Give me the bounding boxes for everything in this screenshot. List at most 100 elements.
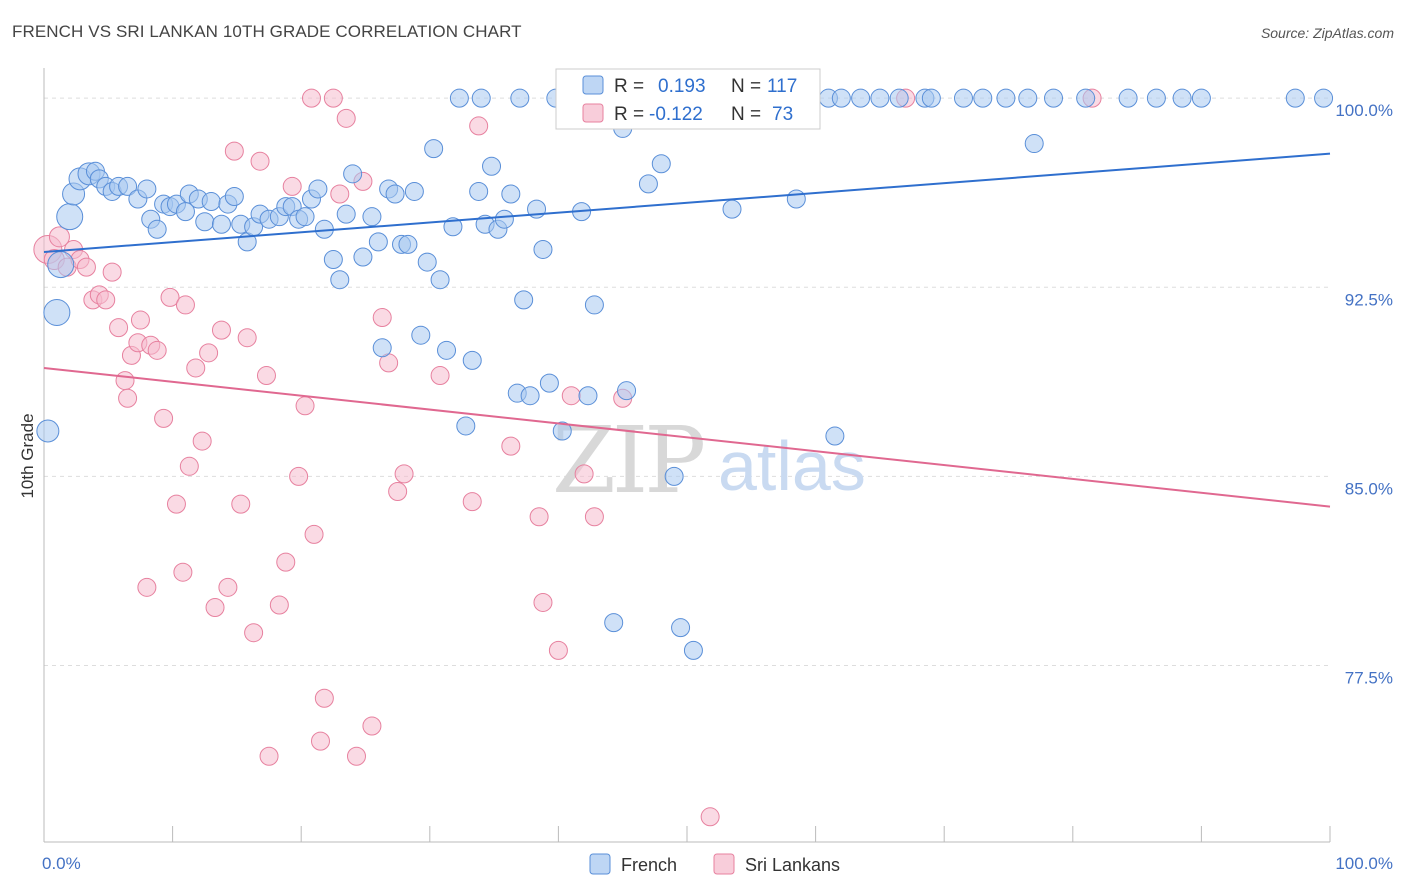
srilankan-point — [462, 492, 482, 512]
french-point — [1018, 88, 1038, 108]
french-point — [372, 338, 392, 358]
french-point — [411, 325, 431, 345]
french-point — [430, 270, 450, 290]
french-point — [578, 386, 598, 406]
french-point — [443, 217, 463, 237]
french-point — [469, 181, 489, 201]
srilankan-point — [314, 688, 334, 708]
chart-source: Source: ZipAtlas.com — [1260, 25, 1394, 41]
srilankan-point — [548, 640, 568, 660]
srilankan-point — [244, 623, 264, 643]
french-point — [1118, 88, 1138, 108]
srilankan-point — [533, 592, 553, 612]
legend-top: R = 0.193 N = 117 R = -0.122 N = 73 — [555, 68, 821, 130]
french-point — [449, 88, 469, 108]
legend-french-r-value: 0.193 — [658, 76, 706, 97]
tick-labels: 100.0% 92.5% 85.0% 77.5% 0.0% 100.0% — [42, 101, 1393, 873]
french-point — [683, 640, 703, 660]
legend-bottom-french: French — [621, 855, 677, 875]
srilankan-point — [276, 552, 296, 572]
srilankan-point — [259, 746, 279, 766]
french-point — [336, 204, 356, 224]
srilankan-point — [211, 320, 231, 340]
french-point — [456, 416, 476, 436]
legend-srilankan-r-label: R = — [614, 104, 644, 125]
srilankan-point — [130, 310, 150, 330]
french-point — [671, 618, 691, 638]
french-point — [510, 88, 530, 108]
srilankan-point — [237, 328, 257, 348]
french-point — [1044, 88, 1064, 108]
srilankan-point — [282, 176, 302, 196]
french-point — [870, 88, 890, 108]
x-tick-label: 100.0% — [1335, 854, 1393, 873]
french-point — [953, 88, 973, 108]
srilankan-point — [224, 141, 244, 161]
srilankan-point — [166, 494, 186, 514]
french-point — [43, 298, 71, 326]
series-sri-lankans — [33, 88, 1102, 827]
srilankan-point — [304, 524, 324, 544]
srilankan-point — [115, 371, 135, 391]
srilankan-point — [175, 295, 195, 315]
french-point — [424, 139, 444, 159]
french-point — [889, 88, 909, 108]
french-point — [482, 156, 502, 176]
french-point — [462, 350, 482, 370]
legend-bottom: French Sri Lankans — [589, 853, 840, 875]
french-point — [330, 270, 350, 290]
french-point — [471, 88, 491, 108]
legend-bottom-french-swatch — [589, 853, 611, 875]
french-point — [417, 252, 437, 272]
srilankan-trend-line — [43, 366, 1331, 508]
french-point — [584, 295, 604, 315]
french-point — [851, 88, 871, 108]
srilankan-point — [250, 151, 270, 171]
french-point — [56, 203, 84, 231]
french-point — [398, 234, 418, 254]
french-point — [539, 373, 559, 393]
watermark: ZIP atlas — [552, 407, 866, 514]
srilankan-point — [430, 366, 450, 386]
french-point — [552, 421, 572, 441]
srilankan-point — [336, 108, 356, 128]
srilankan-point — [173, 562, 193, 582]
y-tick-label: 77.5% — [1345, 668, 1393, 687]
y-axis-label: 10th Grade — [18, 413, 37, 498]
french-point — [831, 88, 851, 108]
french-point — [533, 239, 553, 259]
y-tick-label: 100.0% — [1335, 101, 1393, 120]
french-point — [385, 184, 405, 204]
axes — [43, 68, 1331, 843]
srilankan-point — [501, 436, 521, 456]
srilankan-point — [561, 386, 581, 406]
french-point — [137, 179, 157, 199]
french-point — [617, 381, 637, 401]
srilankan-point — [346, 746, 366, 766]
srilankan-point — [137, 577, 157, 597]
french-point — [722, 199, 742, 219]
french-point — [362, 207, 382, 227]
french-point — [353, 247, 373, 267]
legend-bottom-srilankan-swatch — [713, 853, 735, 875]
legend-srilankan-n-label: N = — [731, 104, 761, 125]
grid-lines — [44, 97, 1330, 666]
srilankan-point — [330, 184, 350, 204]
srilankan-point — [301, 88, 321, 108]
srilankan-point — [469, 116, 489, 136]
french-point — [1146, 88, 1166, 108]
srilankan-point — [192, 431, 212, 451]
french-point — [604, 613, 624, 633]
french-point — [323, 250, 343, 270]
french-point — [224, 187, 244, 207]
french-point — [211, 214, 231, 234]
french-point — [664, 466, 684, 486]
srilankan-point — [574, 464, 594, 484]
french-point — [343, 164, 363, 184]
french-point — [404, 181, 424, 201]
srilankan-point — [186, 358, 206, 378]
french-point — [147, 219, 167, 239]
legend-srilankan-swatch — [582, 103, 604, 123]
srilankan-point — [256, 366, 276, 386]
srilankan-point — [394, 464, 414, 484]
